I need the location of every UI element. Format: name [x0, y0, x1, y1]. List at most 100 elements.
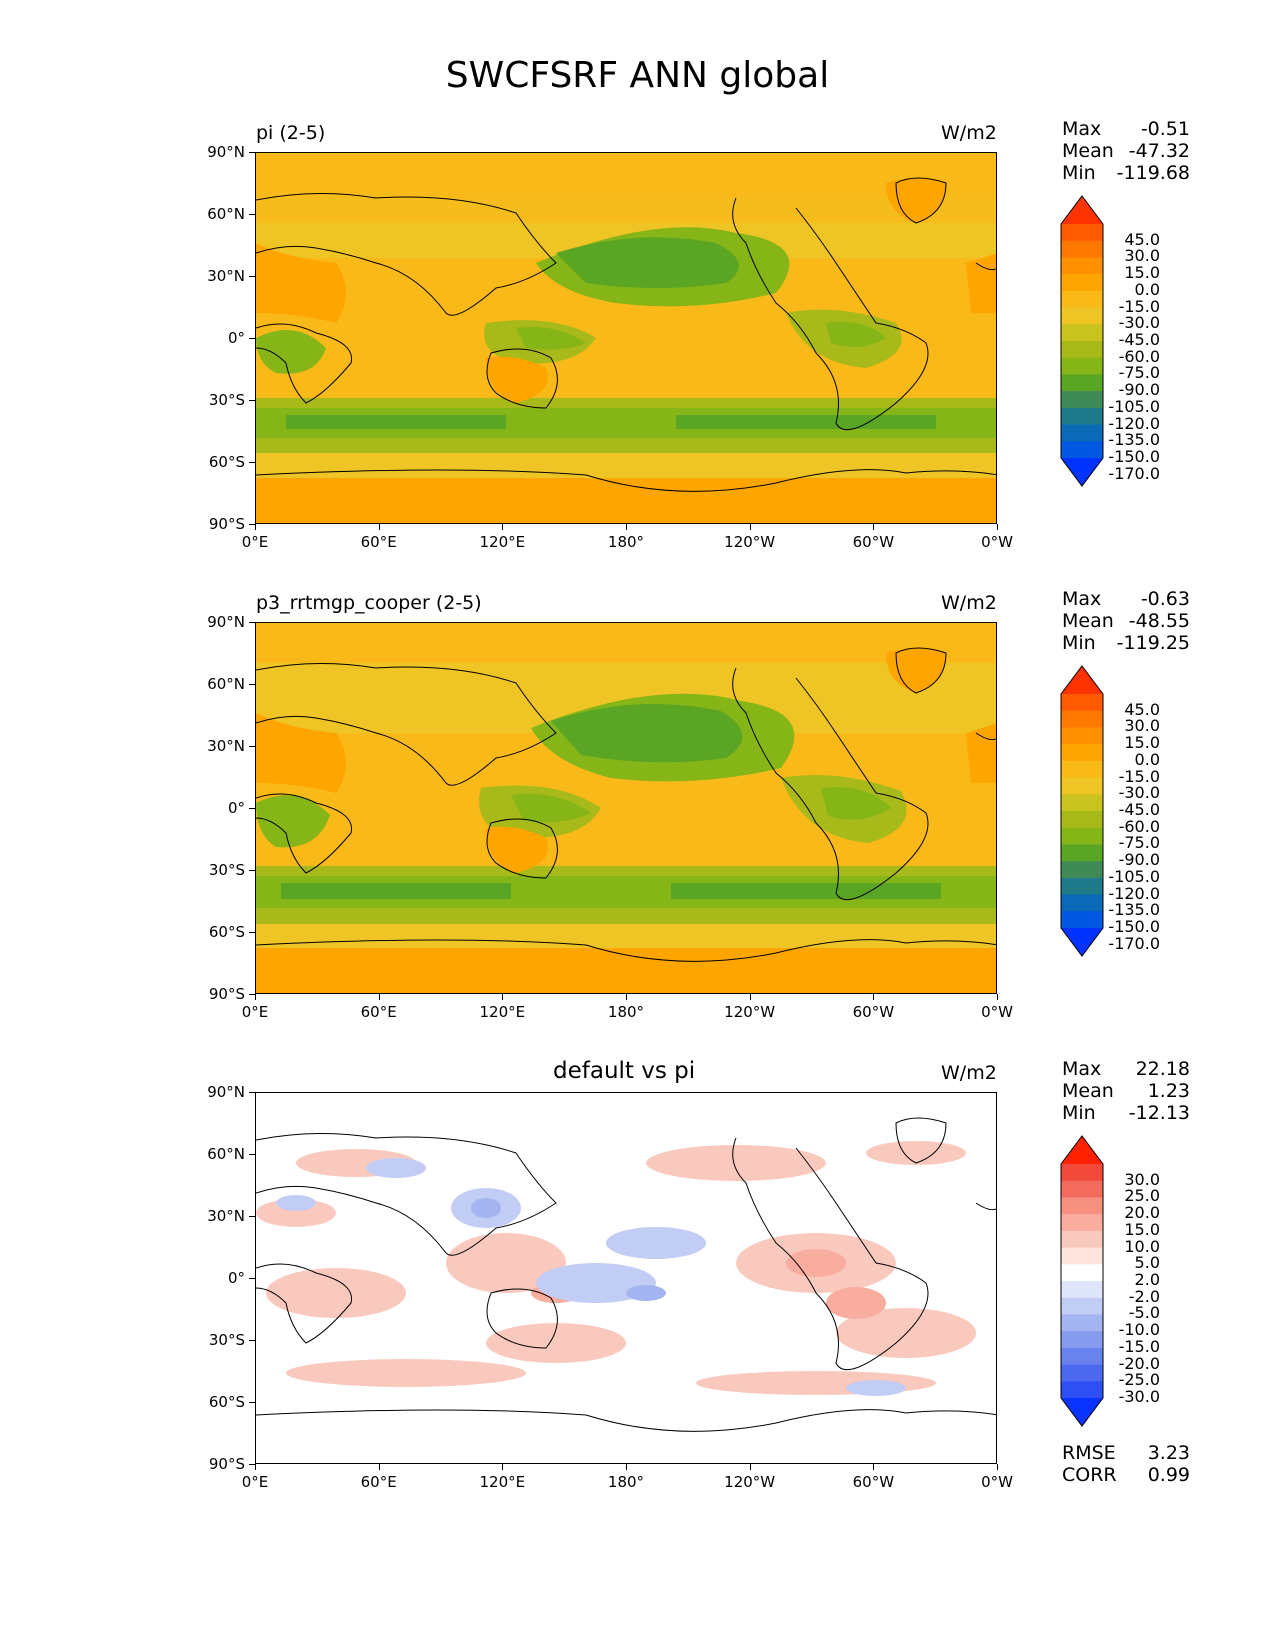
lat-tick-mark: [249, 1092, 255, 1093]
colorbar-segment: [1061, 794, 1103, 812]
lat-tick-mark: [249, 1340, 255, 1341]
lat-tick-mark: [249, 276, 255, 277]
colorbar-segment: [1061, 391, 1103, 409]
panel-1-colorbar: 45.0 30.0 15.0 0.0 -15.0 -30.0 -45.0 -60.0 -75.0…: [1060, 195, 1160, 491]
panel-2-field: [256, 623, 996, 993]
lat-tick-mark: [249, 622, 255, 623]
colorbar-segment: [1061, 777, 1103, 795]
colorbar-segment: [1061, 240, 1103, 258]
colorbar-segment: [1061, 1264, 1103, 1282]
colorbar-segment: [1061, 727, 1103, 745]
colorbar-segment: [1061, 424, 1103, 442]
lon-tick-label: 180°: [607, 1003, 645, 1021]
colorbar-tick-label: -120.0: [1108, 413, 1160, 433]
colorbar-tick-label: 25.0: [1124, 1186, 1160, 1206]
panel-3: default vs pi W/m2: [0, 940, 1275, 1491]
lon-tick-mark: [378, 994, 380, 1000]
lon-tick-label: 60°E: [360, 1473, 397, 1491]
colorbar-tick-label: 45.0: [1124, 229, 1160, 249]
colorbar-tick-label: -75.0: [1118, 363, 1160, 383]
panel-3-map: [255, 1092, 997, 1464]
lat-tick-label: 30°S: [208, 861, 245, 879]
colorbar-segment: [1061, 827, 1103, 845]
colorbar-segment: [1061, 374, 1103, 392]
colorbar-tick-label: -30.0: [1118, 783, 1160, 803]
lat-tick-mark: [249, 152, 255, 153]
lat-tick-label: 90°S: [208, 1455, 245, 1473]
stat-max-value: 22.18: [1135, 1058, 1190, 1080]
colorbar-tick-label: -135.0: [1108, 430, 1160, 450]
colorbar-segment: [1061, 1381, 1103, 1399]
colorbar-tick-label: 0.0: [1134, 279, 1160, 299]
stat-mean-value: -48.55: [1128, 610, 1190, 632]
lat-tick-label: 60°S: [208, 923, 245, 941]
panel-3-colorbar: 30.0 25.0 20.0 15.0 10.0 5.0 2.0 -2.0 -5.0 -10.0-…: [1060, 1135, 1160, 1431]
lon-tick-mark: [626, 1464, 627, 1470]
lon-tick-mark: [255, 524, 256, 530]
colorbar-tick-label: -105.0: [1108, 396, 1160, 416]
colorbar-outline: [1060, 665, 1104, 957]
colorbar-tick-label: -10.0: [1118, 1320, 1160, 1340]
lat-tick-label: 60°N: [207, 205, 245, 223]
lat-tick-mark: [249, 746, 255, 747]
panel-1-units: W/m2: [941, 122, 997, 144]
lon-tick-mark: [255, 994, 256, 1000]
colorbar-segment: [1061, 1214, 1103, 1232]
lon-tick-mark: [997, 1464, 998, 1470]
colorbar-tick-label: 30.0: [1124, 716, 1160, 736]
panel-2-units: W/m2: [941, 592, 997, 614]
lon-tick-mark: [997, 524, 998, 530]
lon-tick-label: 120°E: [479, 1003, 526, 1021]
lat-tick-mark: [249, 400, 255, 401]
colorbar-segment: [1061, 811, 1103, 829]
lon-tick-label: 0°E: [241, 1003, 269, 1021]
colorbar-tick-label: -25.0: [1118, 1370, 1160, 1390]
lat-tick-label: 60°S: [208, 453, 245, 471]
lon-tick-label: 60°W: [852, 533, 895, 551]
colorbar-tick-label: -90.0: [1118, 850, 1160, 870]
panel-3-units: W/m2: [941, 1062, 997, 1084]
colorbar-tick-label: -170.0: [1108, 463, 1160, 483]
panel-1: pi (2-5) W/m2: [0, 0, 1275, 551]
colorbar-tick-label: 45.0: [1124, 699, 1160, 719]
colorbar-tick-label: -90.0: [1118, 380, 1160, 400]
lon-tick-label: 60°W: [852, 1003, 895, 1021]
colorbar-tick-label: -15.0: [1118, 766, 1160, 786]
lon-tick-mark: [626, 524, 627, 530]
colorbar-segment: [1061, 441, 1103, 459]
colorbar-segment: [1061, 290, 1103, 309]
colorbar-segment: [1061, 341, 1103, 359]
colorbar-segment: [1061, 1364, 1103, 1382]
lon-tick-mark: [749, 524, 751, 530]
colorbar-segment: [1061, 1347, 1103, 1366]
rmse-label: RMSE: [1062, 1442, 1116, 1464]
lat-tick-mark: [249, 684, 255, 685]
lat-tick-label: 30°N: [207, 737, 245, 755]
lat-tick-mark: [249, 214, 255, 215]
stat-min-value: -119.68: [1116, 162, 1190, 184]
stat-max-value: -0.63: [1140, 588, 1190, 610]
lat-tick-label: 90°N: [207, 143, 245, 161]
rmse-value: 3.23: [1147, 1442, 1190, 1464]
panel-3-center-label: default vs pi: [553, 1058, 696, 1084]
colorbar-tick-label: -135.0: [1108, 900, 1160, 920]
colorbar-tick-label: 15.0: [1124, 733, 1160, 753]
lat-tick-mark: [249, 524, 255, 525]
colorbar-tick-label: -170.0: [1108, 933, 1160, 953]
lon-tick-label: 120°W: [724, 1473, 776, 1491]
figure-title: SWCFSRF ANN global: [445, 55, 830, 96]
lat-tick-label: 0°: [227, 329, 245, 347]
colorbar-tick-label: 30.0: [1124, 246, 1160, 266]
lon-tick-label: 0°W: [981, 533, 1013, 551]
colorbar-segment: [1061, 1230, 1103, 1249]
stat-mean-label: Mean: [1062, 610, 1114, 632]
colorbar-graphic: [1060, 1135, 1104, 1427]
lat-tick-label: 30°S: [208, 1331, 245, 1349]
stat-min-label: Min: [1062, 632, 1096, 654]
colorbar-tick-label: -150.0: [1108, 917, 1160, 936]
colorbar-tick-label: -2.0: [1128, 1286, 1160, 1306]
lon-tick-label: 0°W: [981, 1003, 1013, 1021]
panel-2-left-label: p3_rrtmgp_cooper (2-5): [256, 592, 482, 614]
stat-max-label: Max: [1062, 118, 1102, 140]
lon-tick-label: 60°E: [360, 533, 397, 551]
